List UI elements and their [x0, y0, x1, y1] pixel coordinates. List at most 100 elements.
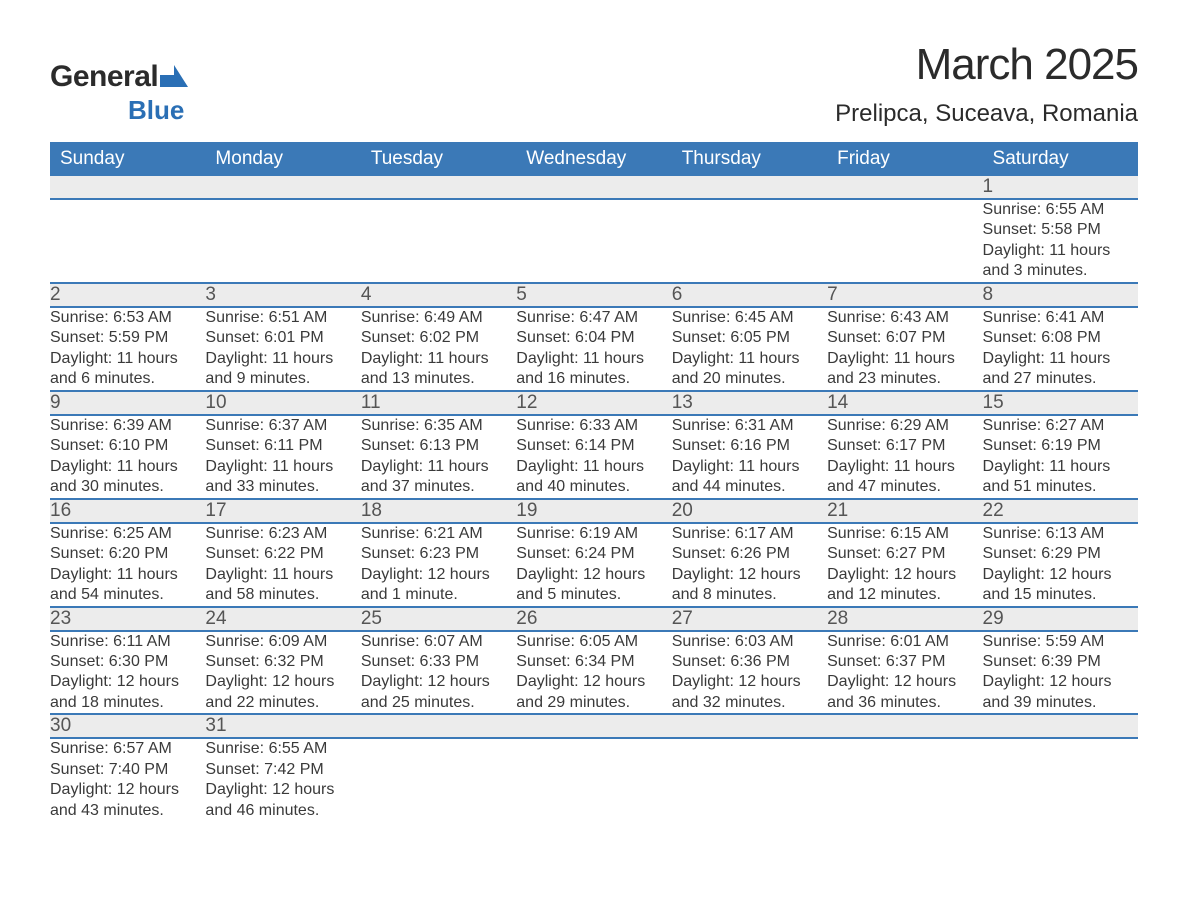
day-day1: Daylight: 12 hours	[361, 672, 516, 692]
day-sunrise: Sunrise: 6:01 AM	[827, 632, 982, 652]
day-number-cell: 18	[361, 499, 516, 523]
day-sunrise: Sunrise: 6:47 AM	[516, 308, 671, 328]
week-number-row: 1	[50, 176, 1138, 199]
day-sunrise: Sunrise: 5:59 AM	[983, 632, 1138, 652]
week-number-row: 23242526272829	[50, 607, 1138, 631]
day-day1: Daylight: 11 hours	[205, 457, 360, 477]
day-detail-cell: Sunrise: 6:27 AMSunset: 6:19 PMDaylight:…	[983, 415, 1138, 499]
day-number-cell: 21	[827, 499, 982, 523]
day-day2: and 18 minutes.	[50, 693, 205, 713]
day-day2: and 47 minutes.	[827, 477, 982, 497]
day-number-cell	[361, 176, 516, 199]
day-day1: Daylight: 11 hours	[516, 457, 671, 477]
day-sunset: Sunset: 6:39 PM	[983, 652, 1138, 672]
day-number-cell: 4	[361, 283, 516, 307]
day-day2: and 33 minutes.	[205, 477, 360, 497]
day-detail-cell: Sunrise: 6:49 AMSunset: 6:02 PMDaylight:…	[361, 307, 516, 391]
day-sunrise: Sunrise: 6:09 AM	[205, 632, 360, 652]
day-day2: and 51 minutes.	[983, 477, 1138, 497]
day-day1: Daylight: 11 hours	[50, 349, 205, 369]
day-day2: and 16 minutes.	[516, 369, 671, 389]
day-number-cell: 27	[672, 607, 827, 631]
day-detail-cell: Sunrise: 6:15 AMSunset: 6:27 PMDaylight:…	[827, 523, 982, 607]
day-sunset: Sunset: 5:59 PM	[50, 328, 205, 348]
day-sunset: Sunset: 6:37 PM	[827, 652, 982, 672]
day-day2: and 32 minutes.	[672, 693, 827, 713]
day-detail-cell	[827, 199, 982, 283]
day-number-cell: 5	[516, 283, 671, 307]
day-number-cell: 6	[672, 283, 827, 307]
day-sunrise: Sunrise: 6:17 AM	[672, 524, 827, 544]
day-number-cell: 15	[983, 391, 1138, 415]
day-sunrise: Sunrise: 6:45 AM	[672, 308, 827, 328]
day-sunrise: Sunrise: 6:23 AM	[205, 524, 360, 544]
day-detail-cell: Sunrise: 6:17 AMSunset: 6:26 PMDaylight:…	[672, 523, 827, 607]
day-day2: and 44 minutes.	[672, 477, 827, 497]
day-day2: and 9 minutes.	[205, 369, 360, 389]
day-day1: Daylight: 11 hours	[983, 349, 1138, 369]
day-number-cell: 20	[672, 499, 827, 523]
day-detail-cell: Sunrise: 6:37 AMSunset: 6:11 PMDaylight:…	[205, 415, 360, 499]
day-day1: Daylight: 12 hours	[50, 672, 205, 692]
page-title: March 2025	[835, 40, 1138, 90]
day-detail-cell: Sunrise: 6:33 AMSunset: 6:14 PMDaylight:…	[516, 415, 671, 499]
day-day1: Daylight: 11 hours	[361, 457, 516, 477]
day-detail-cell: Sunrise: 6:45 AMSunset: 6:05 PMDaylight:…	[672, 307, 827, 391]
day-sunrise: Sunrise: 6:27 AM	[983, 416, 1138, 436]
day-day2: and 36 minutes.	[827, 693, 982, 713]
day-detail-cell: Sunrise: 6:03 AMSunset: 6:36 PMDaylight:…	[672, 631, 827, 715]
day-sunrise: Sunrise: 6:33 AM	[516, 416, 671, 436]
day-day2: and 5 minutes.	[516, 585, 671, 605]
day-number-cell: 7	[827, 283, 982, 307]
day-sunrise: Sunrise: 6:53 AM	[50, 308, 205, 328]
day-detail-cell	[827, 738, 982, 821]
day-sunrise: Sunrise: 6:21 AM	[361, 524, 516, 544]
day-number-cell: 29	[983, 607, 1138, 631]
day-number-cell: 16	[50, 499, 205, 523]
day-day2: and 29 minutes.	[516, 693, 671, 713]
day-detail-cell	[205, 199, 360, 283]
day-detail-cell: Sunrise: 6:41 AMSunset: 6:08 PMDaylight:…	[983, 307, 1138, 391]
day-detail-cell	[672, 738, 827, 821]
day-number-cell: 31	[205, 714, 360, 738]
day-day2: and 20 minutes.	[672, 369, 827, 389]
day-number-cell: 24	[205, 607, 360, 631]
day-number-cell	[516, 714, 671, 738]
day-sunrise: Sunrise: 6:19 AM	[516, 524, 671, 544]
day-number-cell: 9	[50, 391, 205, 415]
col-sunday: Sunday	[50, 142, 205, 176]
calendar-table: Sunday Monday Tuesday Wednesday Thursday…	[50, 142, 1138, 821]
day-sunset: Sunset: 6:22 PM	[205, 544, 360, 564]
day-day2: and 40 minutes.	[516, 477, 671, 497]
week-detail-row: Sunrise: 6:39 AMSunset: 6:10 PMDaylight:…	[50, 415, 1138, 499]
week-detail-row: Sunrise: 6:25 AMSunset: 6:20 PMDaylight:…	[50, 523, 1138, 607]
week-number-row: 2345678	[50, 283, 1138, 307]
day-sunrise: Sunrise: 6:11 AM	[50, 632, 205, 652]
day-sunset: Sunset: 6:34 PM	[516, 652, 671, 672]
day-number-cell: 2	[50, 283, 205, 307]
day-number-cell	[672, 714, 827, 738]
day-sunset: Sunset: 6:14 PM	[516, 436, 671, 456]
day-sunset: Sunset: 6:26 PM	[672, 544, 827, 564]
day-day1: Daylight: 12 hours	[983, 565, 1138, 585]
day-sunset: Sunset: 6:29 PM	[983, 544, 1138, 564]
day-detail-cell: Sunrise: 6:11 AMSunset: 6:30 PMDaylight:…	[50, 631, 205, 715]
day-sunset: Sunset: 6:23 PM	[361, 544, 516, 564]
day-detail-cell: Sunrise: 6:05 AMSunset: 6:34 PMDaylight:…	[516, 631, 671, 715]
day-number-cell	[827, 176, 982, 199]
day-sunrise: Sunrise: 6:25 AM	[50, 524, 205, 544]
day-day1: Daylight: 12 hours	[672, 672, 827, 692]
day-sunrise: Sunrise: 6:13 AM	[983, 524, 1138, 544]
day-number-cell	[205, 176, 360, 199]
day-sunset: Sunset: 6:01 PM	[205, 328, 360, 348]
location-subtitle: Prelipca, Suceava, Romania	[835, 100, 1138, 128]
day-detail-cell	[516, 738, 671, 821]
day-sunrise: Sunrise: 6:29 AM	[827, 416, 982, 436]
day-day1: Daylight: 12 hours	[516, 565, 671, 585]
day-day1: Daylight: 12 hours	[827, 565, 982, 585]
day-sunrise: Sunrise: 6:41 AM	[983, 308, 1138, 328]
day-day2: and 8 minutes.	[672, 585, 827, 605]
col-saturday: Saturday	[983, 142, 1138, 176]
day-sunset: Sunset: 6:10 PM	[50, 436, 205, 456]
day-day2: and 54 minutes.	[50, 585, 205, 605]
